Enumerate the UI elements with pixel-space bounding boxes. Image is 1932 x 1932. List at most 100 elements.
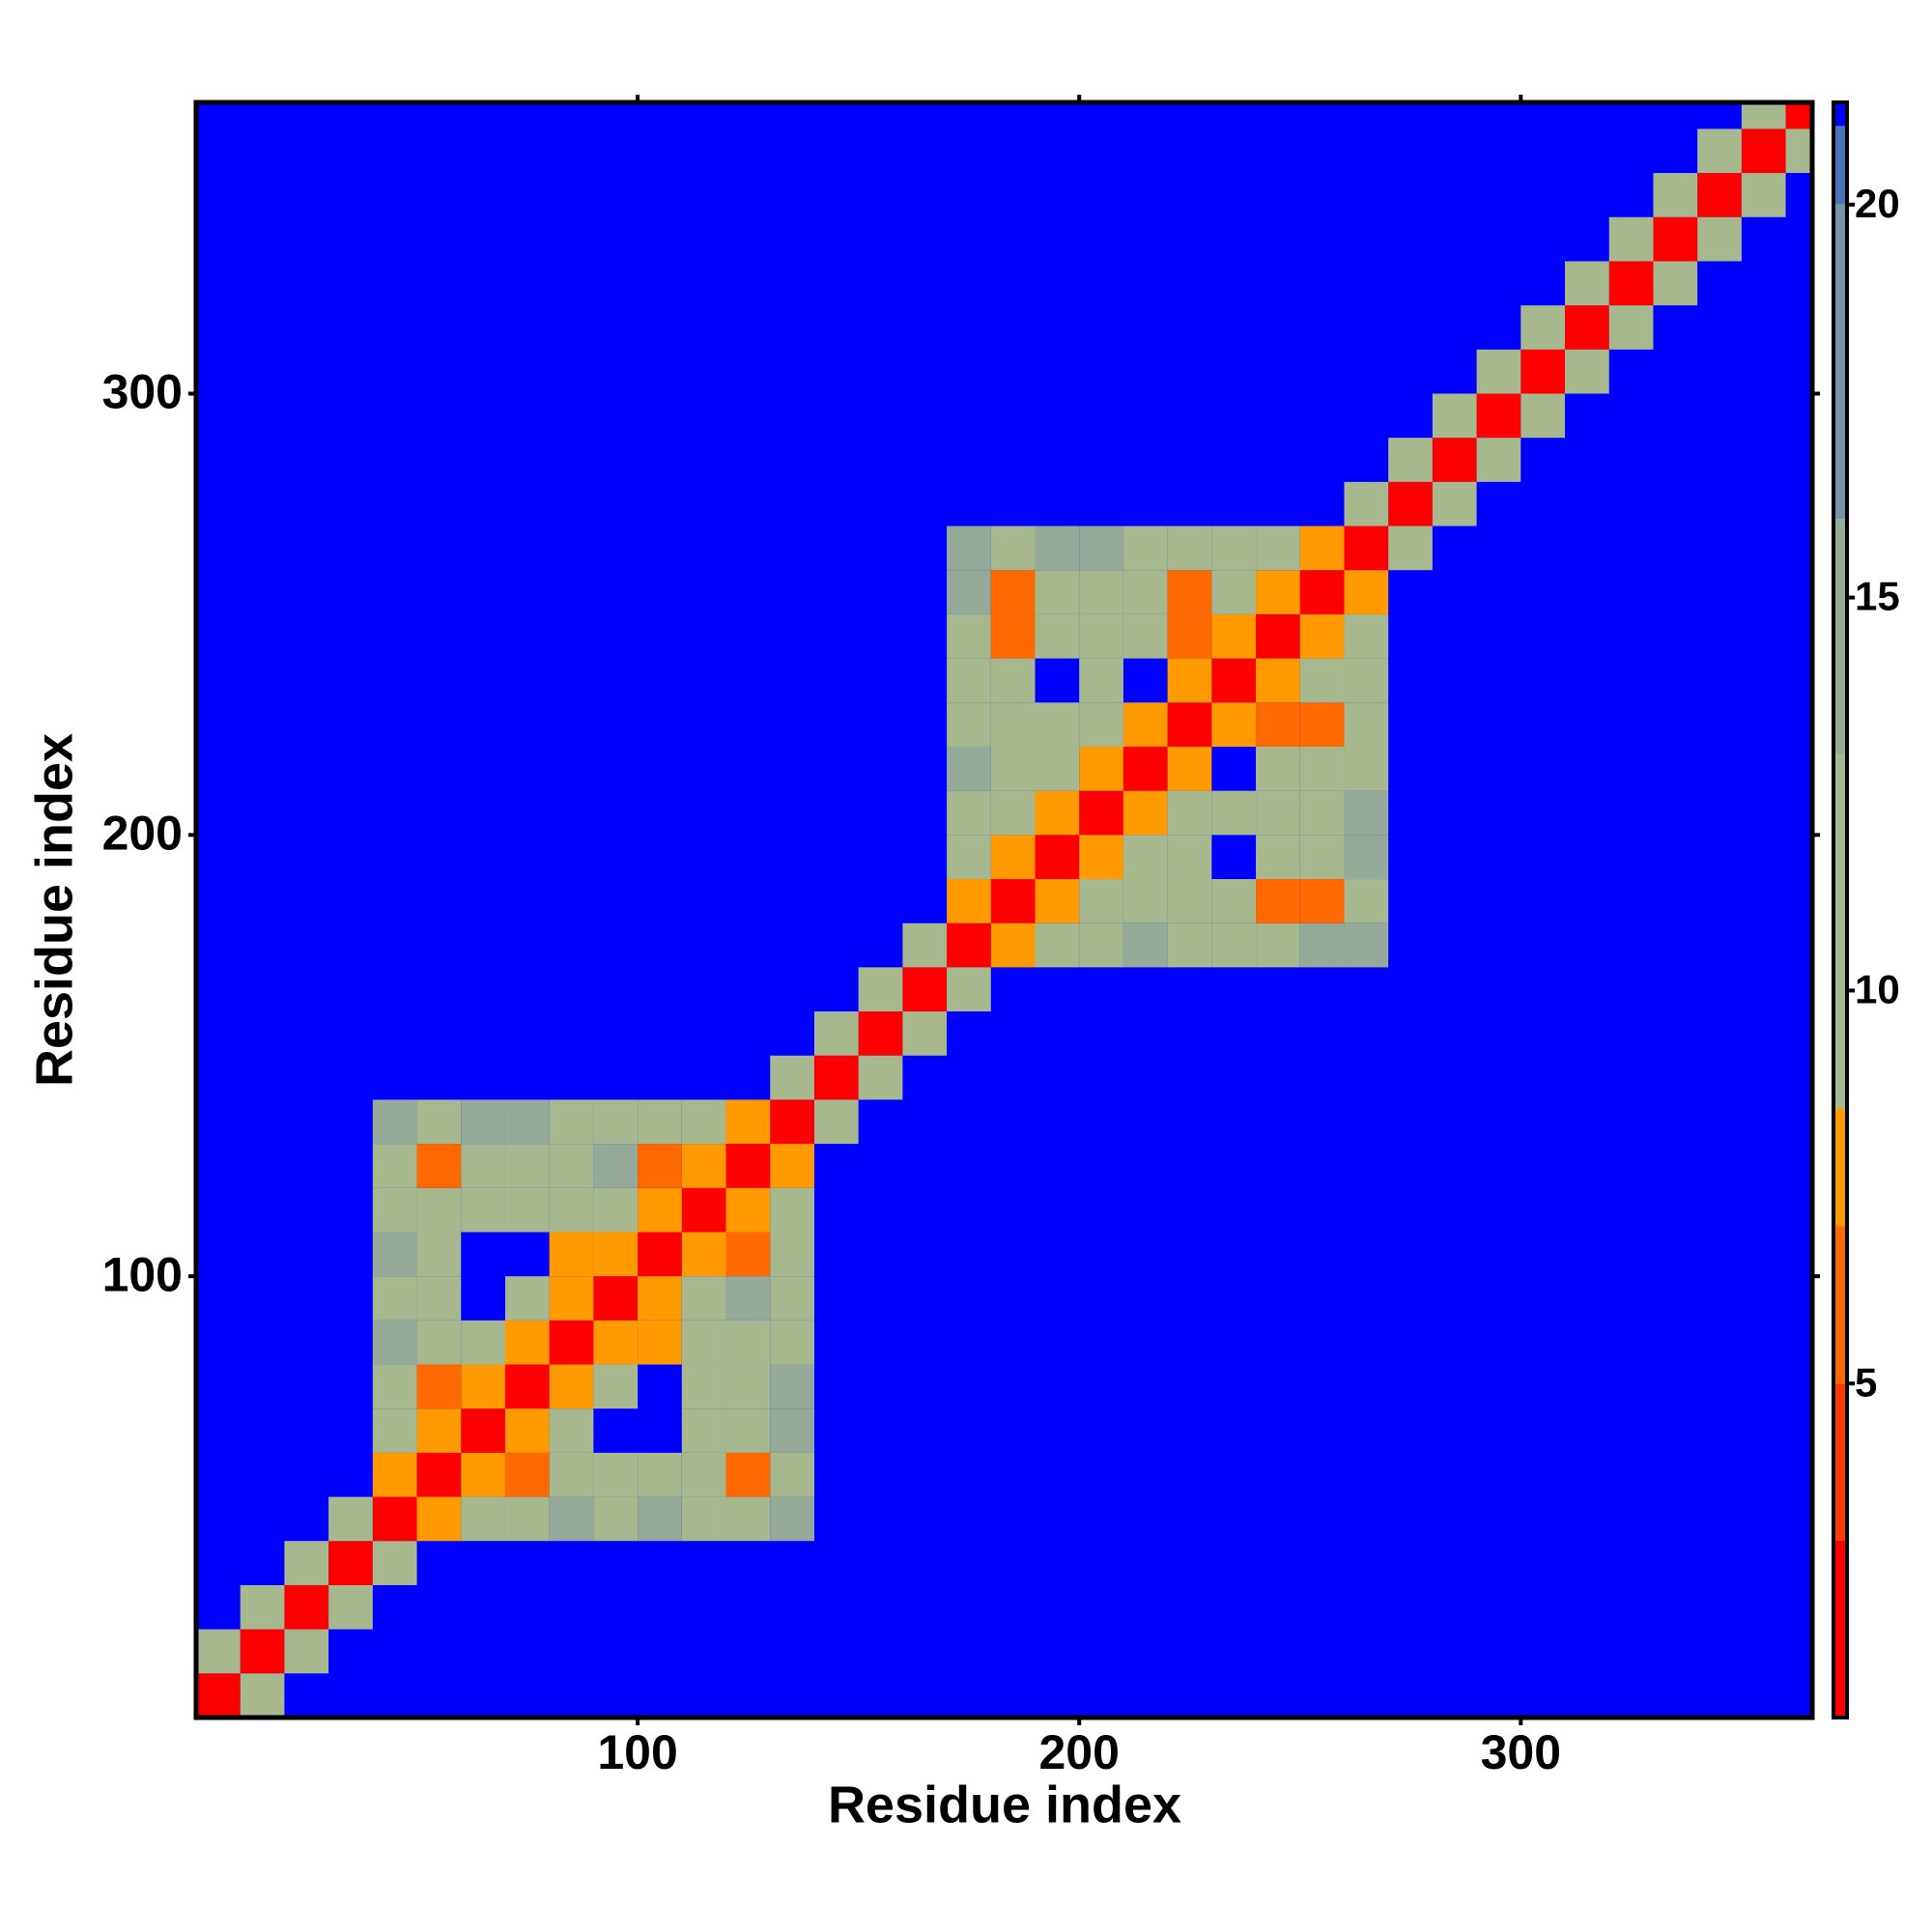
heatmap-cell: [638, 1276, 682, 1321]
heatmap-cell: [1079, 702, 1123, 747]
heatmap-cell: [681, 1320, 726, 1365]
heatmap-cell: [372, 1320, 417, 1365]
heatmap-cell: [681, 1364, 726, 1409]
heatmap-cell: [770, 1496, 814, 1542]
heatmap-cell: [1079, 790, 1123, 836]
heatmap-cell: [549, 1232, 594, 1277]
heatmap-cell: [1079, 879, 1123, 923]
heatmap-cell: [196, 1673, 241, 1718]
heatmap-cell: [1256, 879, 1300, 923]
heatmap-cell: [1122, 923, 1168, 968]
heatmap-cell: [1079, 658, 1123, 703]
heatmap-cell: [461, 1496, 505, 1542]
plot-frame: [193, 99, 1815, 1720]
heatmap-cell: [328, 1584, 373, 1630]
heatmap-cell: [504, 1496, 550, 1542]
heatmap-cell: [990, 658, 1036, 703]
heatmap-cell: [372, 1099, 417, 1145]
heatmap-cell: [947, 746, 991, 791]
heatmap-cell: [372, 1187, 417, 1233]
heatmap-cell: [770, 1276, 814, 1321]
heatmap-cell: [1256, 923, 1300, 968]
heatmap-cell: [902, 967, 948, 1012]
heatmap-cell: [725, 1496, 771, 1542]
heatmap-cell: [990, 746, 1036, 791]
heatmap-cell: [549, 1276, 594, 1321]
heatmap: [196, 102, 1812, 1718]
heatmap-cell: [725, 1408, 771, 1453]
heatmap-cell: [1211, 702, 1257, 747]
heatmap-cell: [549, 1452, 594, 1497]
heatmap-cell: [770, 1364, 814, 1409]
heatmap-cell: [504, 1144, 550, 1188]
heatmap-cell: [1741, 102, 1786, 129]
heatmap-cell: [858, 967, 903, 1012]
y-tick-label: 300: [102, 365, 183, 419]
heatmap-cell: [1520, 305, 1566, 350]
heatmap-cell: [725, 1452, 771, 1497]
heatmap-cell: [1697, 216, 1742, 262]
colorbar-segment: [1833, 1383, 1847, 1541]
heatmap-cell: [1079, 570, 1123, 614]
heatmap-cell: [1079, 526, 1123, 571]
heatmap-cell: [1344, 835, 1389, 880]
heatmap-cell: [1079, 746, 1123, 791]
heatmap-cell: [593, 1276, 639, 1321]
heatmap-cell: [416, 1187, 462, 1233]
heatmap-cell: [770, 1187, 814, 1233]
heatmap-cell: [549, 1364, 594, 1409]
heatmap-cell: [947, 967, 991, 1012]
heatmap-cell: [1476, 393, 1521, 439]
heatmap-cell: [1211, 570, 1257, 614]
heatmap-cell: [549, 1144, 594, 1188]
heatmap-cell: [1476, 438, 1521, 482]
heatmap-cell: [681, 1187, 726, 1233]
heatmap-cell: [593, 1232, 639, 1277]
heatmap-cell: [1388, 438, 1433, 482]
heatmap-cell: [1299, 835, 1345, 880]
heatmap-cell: [284, 1541, 329, 1585]
heatmap-cell: [196, 1629, 241, 1674]
heatmap-cell: [1344, 526, 1389, 571]
heatmap-cell: [1344, 746, 1389, 791]
heatmap-cell: [461, 1099, 505, 1145]
y-tick-label: 100: [102, 1247, 183, 1301]
heatmap-cell: [1520, 349, 1566, 394]
heatmap-cell: [1211, 658, 1257, 703]
heatmap-cell: [725, 1099, 771, 1145]
heatmap-cell: [770, 1408, 814, 1453]
heatmap-cell: [1432, 393, 1477, 439]
heatmap-cell: [1122, 526, 1168, 571]
heatmap-cell: [1299, 526, 1345, 571]
heatmap-cell: [549, 1187, 594, 1233]
heatmap-cell: [725, 1276, 771, 1321]
heatmap-cell: [1211, 613, 1257, 659]
heatmap-cell: [770, 1320, 814, 1365]
heatmap-cell: [1167, 526, 1212, 571]
x-axis-title: Residue index: [828, 1776, 1181, 1833]
heatmap-cell: [947, 879, 991, 923]
heatmap-cell: [1299, 790, 1345, 836]
heatmap-cell: [858, 1011, 903, 1056]
heatmap-cell: [1079, 613, 1123, 659]
x-tick-label: 100: [597, 1725, 677, 1779]
heatmap-cell: [416, 1364, 462, 1409]
heatmap-cell: [770, 1055, 814, 1100]
heatmap-cell: [504, 1408, 550, 1453]
heatmap-cell: [461, 1187, 505, 1233]
heatmap-cell: [504, 1364, 550, 1409]
colorbar-segment: [1833, 1108, 1847, 1227]
heatmap-cell: [504, 1452, 550, 1497]
y-axis-title: Residue index: [25, 733, 83, 1087]
heatmap-cell: [1608, 216, 1654, 262]
heatmap-cell: [416, 1452, 462, 1497]
heatmap-cell: [372, 1232, 417, 1277]
heatmap-cell: [593, 1187, 639, 1233]
heatmap-cell: [549, 1099, 594, 1145]
heatmap-cell: [1741, 173, 1786, 217]
heatmap-cell: [549, 1408, 594, 1453]
heatmap-cell: [1256, 613, 1300, 659]
heatmap-cell: [461, 1408, 505, 1453]
heatmap-cell: [1035, 526, 1080, 571]
heatmap-cell: [725, 1232, 771, 1277]
